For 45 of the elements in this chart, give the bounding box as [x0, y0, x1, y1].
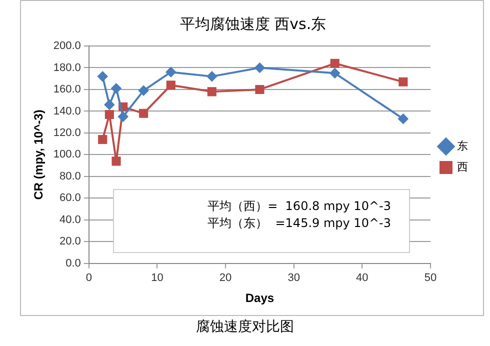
point	[254, 62, 265, 73]
point	[330, 68, 340, 78]
y-tick-label: 20.0	[60, 236, 81, 248]
y-axis-title: CR (mpy, 10^-3)	[32, 110, 46, 200]
y-tick-label: 160.0	[53, 84, 81, 96]
x-axis-title: Days	[245, 291, 274, 306]
point	[98, 134, 108, 144]
legend-label: 东	[457, 140, 468, 153]
x-tick-label: 10	[151, 272, 164, 284]
y-tick-label: 180.0	[53, 62, 81, 74]
legend-label: 西	[457, 162, 468, 174]
point	[398, 77, 408, 86]
y-tick-label: 120.0	[53, 126, 81, 139]
point	[166, 80, 176, 90]
point	[104, 110, 114, 120]
x-tick-label: 0	[86, 272, 92, 284]
annotation: 平均（西）= 160.8 mpy 10^-3	[206, 198, 391, 216]
y-tick-label: 80.0	[60, 170, 81, 182]
y-tick-label: 0.0	[66, 257, 81, 270]
point	[139, 108, 148, 118]
point	[111, 83, 122, 94]
x-tick-label: 20	[219, 272, 232, 284]
x-tick-label: 50	[424, 272, 437, 284]
text: 腐蚀速度对比图	[195, 318, 295, 336]
point	[138, 86, 149, 96]
point	[255, 84, 264, 94]
y-tick-label: 60.0	[60, 192, 81, 204]
annotation: 平均（东） =145.9 mpy 10^-3	[206, 215, 391, 232]
point	[98, 71, 108, 82]
point	[166, 67, 176, 78]
point	[330, 58, 340, 68]
y-tick-label: 40.0	[60, 214, 81, 226]
x-tick-label: 40	[356, 272, 368, 284]
y-tick-label: 140.0	[53, 105, 81, 118]
text-box: 平均（西）= 160.8 mpy 10^-3 平均（东） =145.9 mpy 10^-3	[112, 189, 410, 252]
x-tick-label: 30	[288, 272, 300, 284]
point	[118, 112, 128, 122]
point	[207, 87, 216, 96]
y-tick-label: 200.0	[53, 40, 81, 52]
point	[104, 100, 114, 110]
y-tick-label: 100.0	[53, 148, 81, 161]
point	[398, 114, 408, 124]
point	[112, 156, 121, 166]
point	[206, 71, 217, 82]
chart-title: 平均腐蚀速度 西vs.东	[180, 14, 326, 33]
